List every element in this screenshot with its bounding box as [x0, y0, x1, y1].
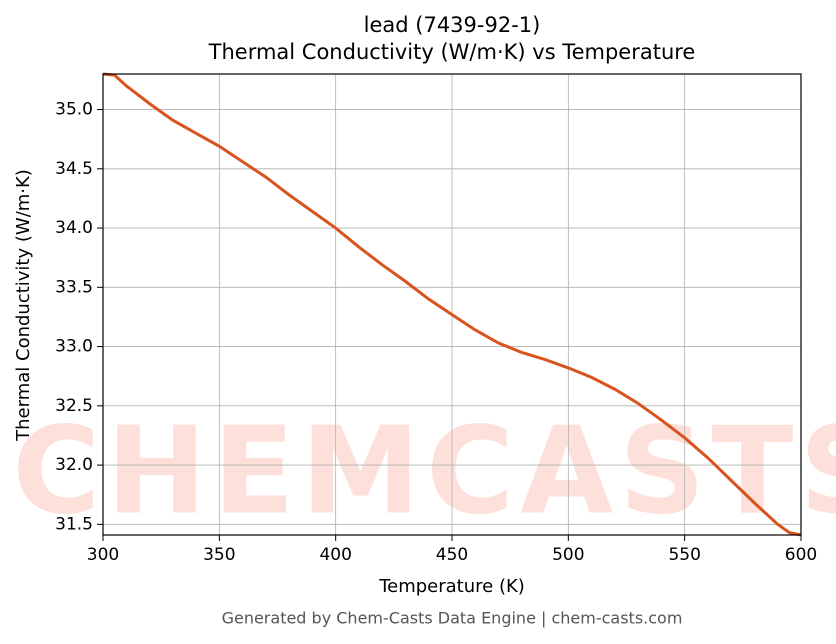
watermark: CHEMCASTS — [12, 403, 836, 542]
x-tick-label: 600 — [785, 545, 817, 565]
y-tick-label: 32.5 — [55, 396, 93, 416]
chart-subtitle: Thermal Conductivity (W/m·K) vs Temperat… — [208, 40, 696, 64]
footer: Generated by Chem-Casts Data Engine | ch… — [222, 609, 683, 628]
data-line — [102, 72, 802, 537]
y-tick-label: 34.5 — [55, 159, 93, 179]
plot-frame — [102, 73, 802, 536]
y-tick-label: 33.5 — [55, 277, 93, 297]
x-axis-label: Temperature (K) — [378, 576, 525, 597]
y-tick-label: 32.0 — [55, 455, 93, 475]
y-axis-label: Thermal Conductivity (W/m·K) — [13, 169, 34, 442]
y-tick-label: 34.0 — [55, 218, 93, 238]
x-tick-label: 400 — [319, 545, 351, 565]
y-tick-label: 31.5 — [55, 514, 93, 534]
y-tick-label: 35.0 — [55, 100, 93, 120]
chart-title: lead (7439-92-1) — [364, 13, 541, 37]
x-tick-label: 550 — [668, 545, 700, 565]
x-tick-label: 500 — [552, 545, 584, 565]
y-tick-label: 33.0 — [55, 337, 93, 357]
x-tick-label: 450 — [436, 545, 468, 565]
x-tick-label: 300 — [87, 545, 119, 565]
x-tick-label: 350 — [203, 545, 235, 565]
